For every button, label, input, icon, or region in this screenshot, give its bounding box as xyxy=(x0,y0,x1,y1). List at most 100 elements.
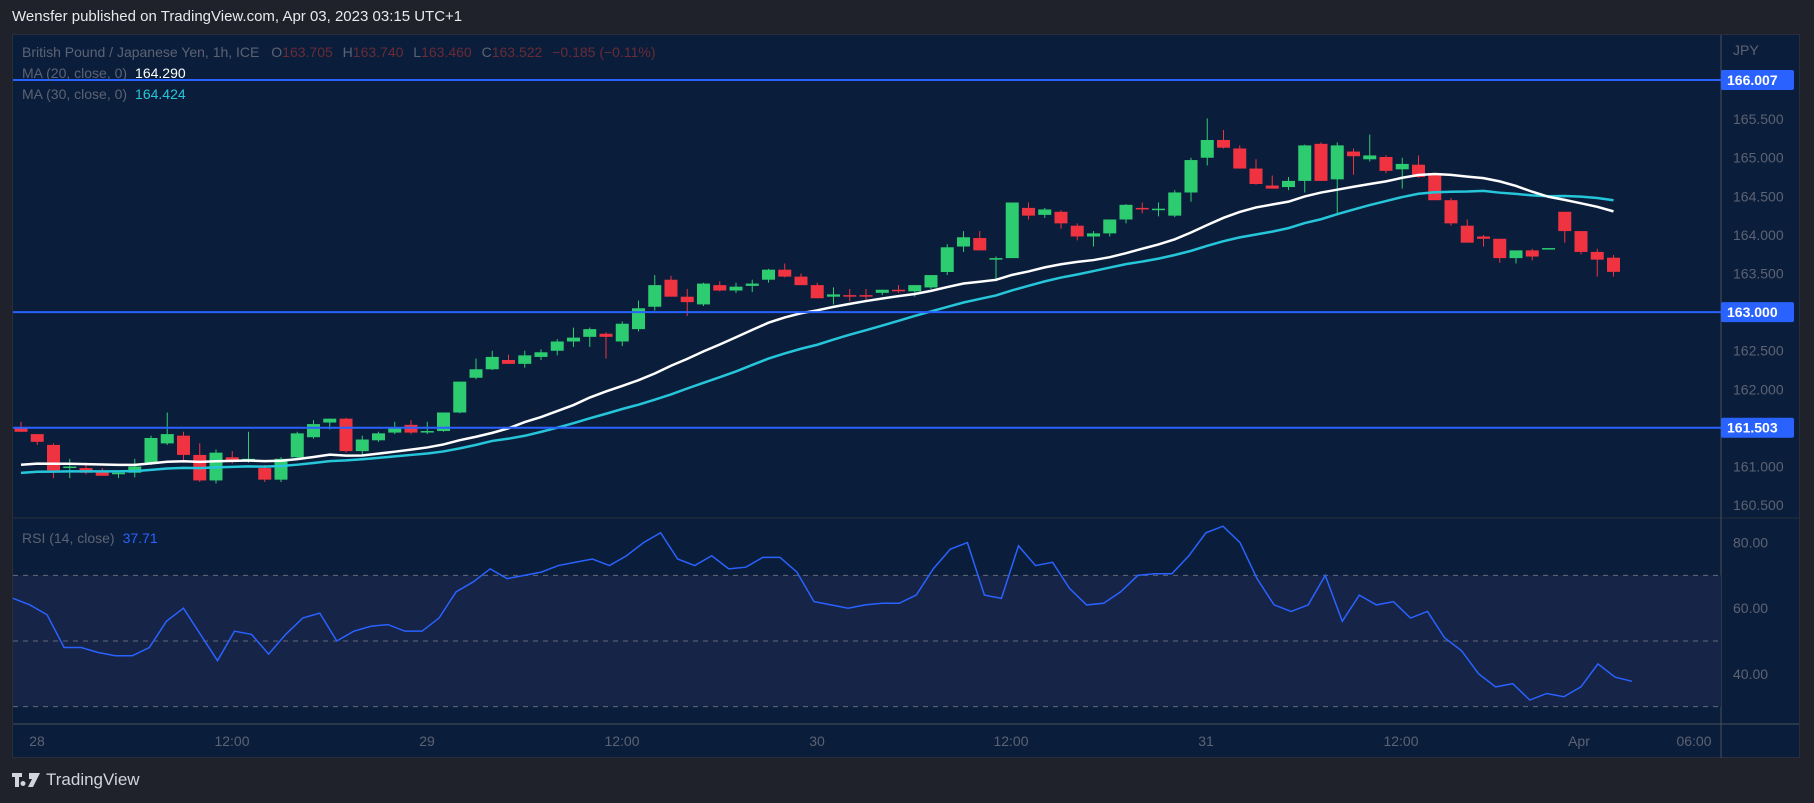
price-tick: 161.000 xyxy=(1733,459,1784,475)
rsi-tick: 40.00 xyxy=(1733,666,1768,682)
candle-body xyxy=(1542,248,1555,250)
candle-body xyxy=(745,283,759,286)
time-tick: 06:00 xyxy=(1676,733,1711,749)
rsi-line xyxy=(12,525,1633,701)
candle-body xyxy=(1038,209,1052,215)
ma20-label: MA (20, close, 0) xyxy=(22,65,128,81)
candle-body xyxy=(697,283,710,305)
candle-body xyxy=(1217,139,1230,148)
candle-body xyxy=(973,238,987,251)
candle-body xyxy=(144,437,158,463)
tradingview-logo[interactable]: TradingView xyxy=(12,770,140,790)
candle-body xyxy=(1249,168,1263,184)
candle-body xyxy=(1152,208,1165,211)
candle-body xyxy=(1363,155,1377,160)
price-tick: 162.000 xyxy=(1733,381,1784,397)
candle-body xyxy=(1525,250,1539,257)
price-badge-label: 161.503 xyxy=(1727,420,1778,436)
price-tick: 165.500 xyxy=(1733,111,1784,127)
candle-body xyxy=(290,433,304,458)
candle-body xyxy=(599,333,613,337)
candle-body xyxy=(1022,207,1035,216)
candle-body xyxy=(453,381,467,413)
candle-body xyxy=(778,269,792,277)
candle-body xyxy=(258,468,272,480)
candle-body xyxy=(372,433,385,441)
rsi-label: RSI (14, close) xyxy=(22,530,115,546)
ohlc-high: 163.740 xyxy=(352,44,404,60)
candle-body xyxy=(1379,156,1393,171)
ohlc-high-label: H xyxy=(342,44,353,60)
price-badge xyxy=(1721,302,1794,323)
ma30-label: MA (30, close, 0) xyxy=(22,86,128,102)
candle-body xyxy=(1347,151,1360,157)
candle-body xyxy=(388,427,402,433)
price-badge xyxy=(1721,417,1794,438)
time-tick: 31 xyxy=(1198,733,1214,749)
candle-body xyxy=(225,457,239,461)
candle-body xyxy=(583,329,597,337)
candle-body xyxy=(518,355,532,364)
rsi-legend[interactable]: RSI (14, close) 37.71 xyxy=(22,530,158,546)
time-tick: 30 xyxy=(809,733,825,749)
currency-label: JPY xyxy=(1733,42,1759,58)
candle-body xyxy=(648,285,662,307)
candle-body xyxy=(1460,225,1474,243)
ma20-value: 164.290 xyxy=(135,65,186,81)
candle-body xyxy=(1200,139,1214,158)
candle-body xyxy=(1054,211,1068,224)
ohlc-low-label: L xyxy=(413,44,422,60)
candle-body xyxy=(112,472,125,475)
candle-body xyxy=(30,434,44,442)
candle-body xyxy=(843,295,857,297)
symbol-title: British Pound / Japanese Yen, 1h, ICE xyxy=(22,44,260,60)
candle-body xyxy=(274,458,288,480)
candle-body xyxy=(1103,219,1117,234)
candle-body xyxy=(632,308,645,330)
candle-body xyxy=(567,337,580,342)
candle-body xyxy=(1233,148,1247,169)
candle-body xyxy=(729,286,743,291)
candle-body xyxy=(1590,251,1604,260)
ohlc-close: 163.522 xyxy=(491,44,543,60)
candle-body xyxy=(469,369,483,378)
time-tick: 12:00 xyxy=(1383,733,1418,749)
time-tick: 12:00 xyxy=(993,733,1028,749)
candle-body xyxy=(404,424,418,433)
candle-body xyxy=(664,279,678,297)
candle-body xyxy=(1444,200,1458,224)
candle-body xyxy=(1428,174,1442,201)
ohlc-open-label: O xyxy=(271,44,283,60)
ma20-line xyxy=(20,172,1614,467)
candle-body xyxy=(1477,236,1490,239)
price-tick: 160.500 xyxy=(1733,497,1784,513)
candle-body xyxy=(827,294,840,297)
candle-body xyxy=(713,285,727,291)
price-tick: 164.500 xyxy=(1733,188,1784,204)
time-tick: 12:00 xyxy=(214,733,249,749)
candle-body xyxy=(550,341,564,351)
candle-body xyxy=(177,435,190,455)
candle-body xyxy=(1005,202,1019,259)
candle-body xyxy=(1298,145,1312,181)
ma20-legend[interactable]: MA (20, close, 0) 164.290 xyxy=(22,65,186,81)
candle-body xyxy=(1070,225,1084,237)
candle-body xyxy=(1607,257,1620,272)
candle-body xyxy=(420,431,434,433)
candle-body xyxy=(1574,231,1588,252)
candle-body xyxy=(339,418,353,452)
candle-body xyxy=(534,352,548,357)
rsi-value: 37.71 xyxy=(122,530,158,546)
ma30-legend[interactable]: MA (30, close, 0) 164.424 xyxy=(22,86,186,102)
candle-body xyxy=(1135,207,1149,210)
ma30-line xyxy=(20,189,1614,475)
ohlc-low: 163.460 xyxy=(421,44,472,60)
candle-body xyxy=(1509,250,1523,259)
candle-body xyxy=(680,296,694,303)
candle-body xyxy=(940,247,954,272)
price-tick: 163.500 xyxy=(1733,266,1784,282)
ohlc-close-label: C xyxy=(481,44,492,60)
candle-body xyxy=(14,427,28,432)
candle-body xyxy=(47,444,60,471)
